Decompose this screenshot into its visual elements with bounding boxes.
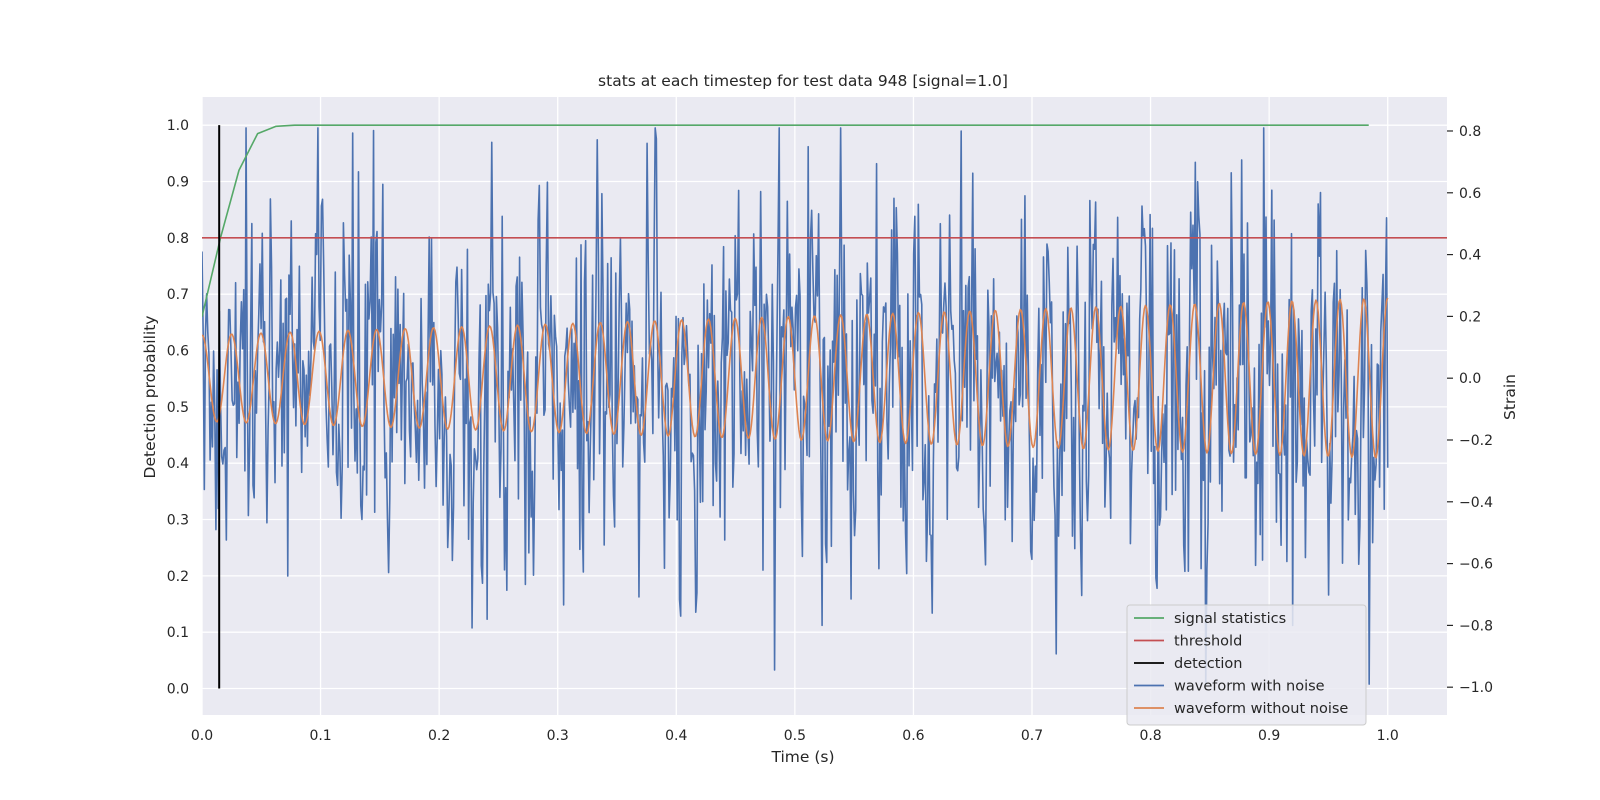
y-right-tick-label: −1.0 xyxy=(1459,680,1493,696)
y-right-tick-label: 0.4 xyxy=(1459,248,1481,264)
series-lines xyxy=(202,124,1447,689)
series-line-signal-statistics xyxy=(202,124,1369,317)
y-right-tick-label: −0.8 xyxy=(1459,618,1493,634)
x-axis-title: Time (s) xyxy=(770,748,834,766)
y-left-tick-label: 0.7 xyxy=(167,287,189,303)
x-tick-label: 0.3 xyxy=(547,728,569,744)
x-tick-label: 0.9 xyxy=(1258,728,1280,744)
y-right-tick-label: 0.8 xyxy=(1459,124,1481,140)
legend-label: waveform without noise xyxy=(1174,701,1348,717)
x-tick-label: 0.7 xyxy=(1021,728,1043,744)
x-tick-label: 0.2 xyxy=(428,728,450,744)
legend-label: waveform with noise xyxy=(1174,679,1325,695)
y-axis-right-title: Strain xyxy=(1501,374,1519,420)
y-left-tick-label: 0.2 xyxy=(167,569,189,585)
x-tick-label: 0.1 xyxy=(309,728,331,744)
y-left-tick-label: 0.0 xyxy=(167,682,189,698)
x-tick-label: 0.4 xyxy=(665,728,687,744)
series-line-waveform-without-noise xyxy=(202,297,1389,459)
y-axis-left-title: Detection probability xyxy=(141,316,159,479)
y-right-tick-label: −0.4 xyxy=(1459,495,1493,511)
x-tick-label: 0.6 xyxy=(902,728,924,744)
x-tick-label: 0.0 xyxy=(191,728,213,744)
y-right-tick-label: 0.0 xyxy=(1459,371,1481,387)
y-right-tick-label: −0.6 xyxy=(1459,557,1493,573)
x-tick-label: 1.0 xyxy=(1377,728,1399,744)
y-left-tick-label: 0.4 xyxy=(167,456,189,472)
chart-title: stats at each timestep for test data 948… xyxy=(598,72,1008,90)
legend-label: signal statistics xyxy=(1174,611,1286,627)
x-tick-label: 0.8 xyxy=(1139,728,1161,744)
y-left-tick-label: 0.3 xyxy=(167,513,189,529)
y-left-tick-label: 0.1 xyxy=(167,625,189,641)
y-left-tick-label: 1.0 xyxy=(167,118,189,134)
legend-box xyxy=(1126,604,1367,726)
legend: signal statistics threshold detection wavef… xyxy=(1126,604,1367,726)
y-left-tick-label: 0.9 xyxy=(167,175,189,191)
y-right-tick-label: 0.6 xyxy=(1459,186,1481,202)
x-tick-label: 0.5 xyxy=(784,728,806,744)
y-right-tick-label: −0.2 xyxy=(1459,433,1493,449)
y-left-tick-label: 0.8 xyxy=(167,231,189,247)
y-left-tick-label: 0.6 xyxy=(167,344,189,360)
y-left-tick-label: 0.5 xyxy=(167,400,189,416)
legend-label: detection xyxy=(1174,656,1242,672)
y-right-tick-label: 0.2 xyxy=(1459,309,1481,325)
legend-label: threshold xyxy=(1174,634,1242,650)
